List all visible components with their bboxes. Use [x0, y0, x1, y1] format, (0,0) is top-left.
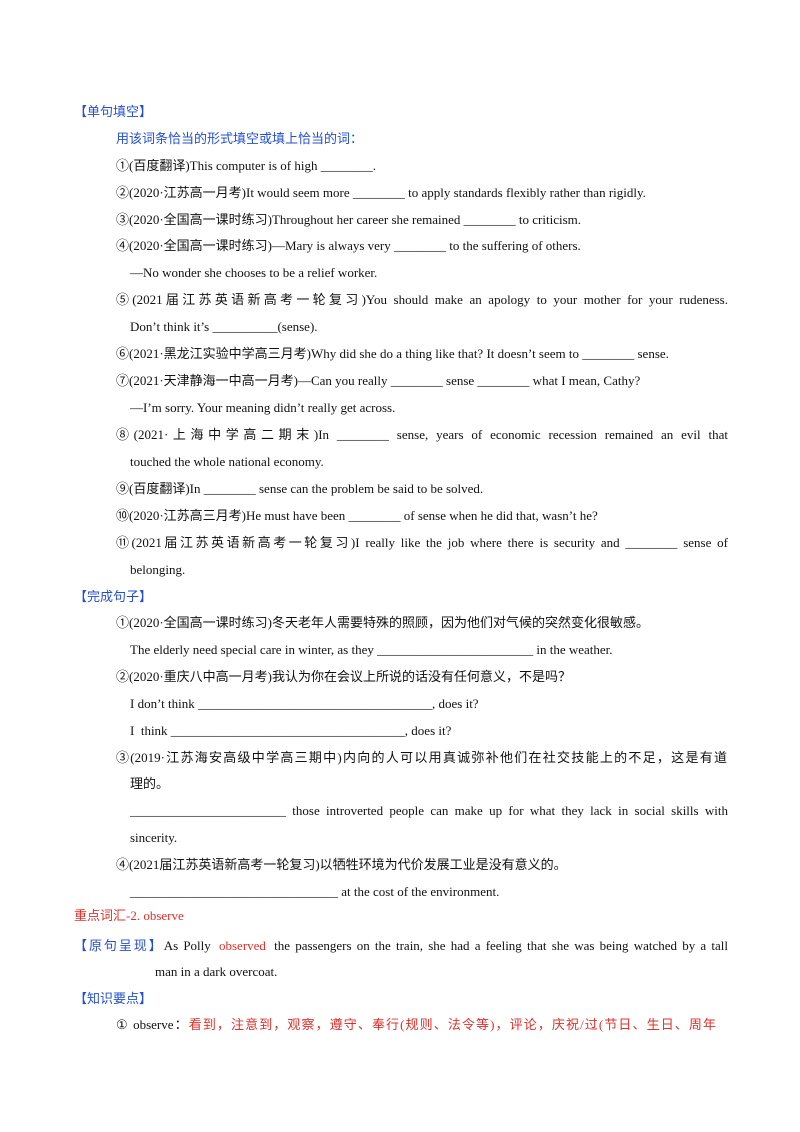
vocab-title: 重点词汇-2. observe — [74, 908, 184, 923]
original-sentence-cont: man in a dark overcoat. — [155, 964, 278, 979]
knowledge-point-term: ① observe： — [116, 1017, 189, 1032]
fill-blank-q5: ⑤(2021届江苏英语新高考一轮复习)You should make an ap… — [116, 292, 728, 307]
complete-q3-prompt-cont: 理的。 — [130, 776, 170, 791]
original-sentence-post: the passengers on the train, she had a f… — [268, 938, 728, 953]
fill-blank-heading: 【单句填空】 — [74, 104, 153, 119]
complete-q3-prompt: ③(2019·江苏海安高级中学高三期中)内向的人可以用真诚弥补他们在社交技能上的… — [116, 750, 727, 765]
fill-blank-q9: ⑨(百度翻译)In ________ sense can the problem… — [116, 481, 484, 496]
fill-blank-q6: ⑥(2021·黑龙江实验中学高三月考)Why did she do a thin… — [116, 346, 669, 361]
original-sentence: 【原句呈现】As Polly observed the passengers o… — [74, 936, 728, 956]
fill-blank-q1: ①(百度翻译)This computer is of high ________… — [116, 158, 376, 173]
complete-q4-sentence: ________________________________ at the … — [130, 884, 500, 899]
complete-q1-sentence: The elderly need special care in winter,… — [130, 642, 613, 657]
knowledge-heading: 【知识要点】 — [74, 991, 153, 1006]
fill-blank-q11-cont: belonging. — [130, 562, 186, 577]
complete-q2-sentence-a: I don’t think __________________________… — [130, 696, 479, 711]
complete-q2-prompt: ②(2020·重庆八中高一月考)我认为你在会议上所说的话没有任何意义，不是吗？ — [116, 669, 571, 684]
fill-blank-q2: ②(2020·江苏高一月考)It would seem more _______… — [116, 185, 646, 200]
fill-blank-instruction: 用该词条恰当的形式填空或填上恰当的词： — [116, 131, 364, 146]
fill-blank-q7-reply: —I’m sorry. Your meaning didn’t really g… — [130, 400, 396, 415]
fill-blank-q10: ⑩(2020·江苏高三月考)He must have been ________… — [116, 508, 598, 523]
complete-q3-sentence-cont: sincerity. — [130, 830, 178, 845]
original-sentence-label: 【原句呈现】 — [74, 938, 164, 953]
fill-blank-q8-cont: touched the whole national economy. — [130, 454, 324, 469]
original-sentence-keyword: observed — [218, 938, 266, 953]
fill-blank-q3: ③(2020·全国高一课时练习)Throughout her career sh… — [116, 212, 581, 227]
complete-q2-sentence-b: I think ________________________________… — [130, 723, 452, 738]
complete-q1-prompt: ①(2020·全国高一课时练习)冬天老年人需要特殊的照顾，因为他们对气候的突然变… — [116, 615, 649, 630]
original-sentence-pre: As Polly — [163, 938, 216, 953]
fill-blank-q4-reply: —No wonder she chooses to be a relief wo… — [130, 265, 378, 280]
knowledge-point-meaning: 看到，注意到，观察，遵守、奉行(规则、法令等)，评论，庆祝/过(节日、生日、周年 — [188, 1017, 716, 1032]
fill-blank-q5-cont: Don’t think it’s __________(sense). — [130, 319, 318, 334]
complete-q3-sentence: ________________________ those introvert… — [130, 803, 728, 818]
complete-q4-prompt: ④(2021届江苏英语新高考一轮复习)以牺牲环境为代价发展工业是没有意义的。 — [116, 857, 567, 872]
complete-sentence-heading: 【完成句子】 — [74, 589, 153, 604]
fill-blank-q7: ⑦(2021·天津静海一中高一月考)—Can you really ______… — [116, 373, 641, 388]
knowledge-point-1: ① observe：看到，注意到，观察，遵守、奉行(规则、法令等)，评论，庆祝/… — [116, 1015, 716, 1035]
fill-blank-q8: ⑧(2021·上海中学高二期末)In ________ sense, years… — [116, 427, 728, 442]
fill-blank-q4: ④(2020·全国高一课时练习)—Mary is always very ___… — [116, 238, 581, 253]
fill-blank-q11: ⑪(2021届江苏英语新高考一轮复习)I really like the job… — [116, 535, 728, 550]
